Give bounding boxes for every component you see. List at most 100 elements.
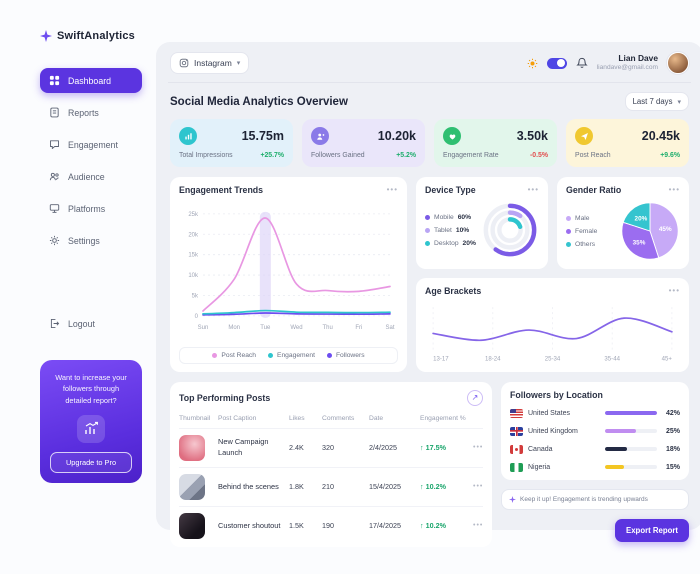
date-range-select[interactable]: Last 7 days ▾ (624, 92, 689, 111)
location-name: United Kingdom (528, 427, 578, 435)
svg-text:10k: 10k (188, 273, 199, 279)
post-engagement: ↑ 10.2% (420, 482, 446, 492)
uk-flag-icon (510, 426, 523, 436)
page-header: Social Media Analytics Overview Last 7 d… (168, 83, 691, 119)
avatar[interactable] (667, 52, 689, 74)
notifications-button[interactable] (576, 57, 588, 69)
more-options-button[interactable]: ••• (668, 185, 680, 194)
svg-text:Sat: Sat (385, 325, 394, 331)
report-document-icon (49, 107, 60, 118)
legend-item-mobile: Mobile 60% (425, 214, 476, 221)
sidebar-item-reports[interactable]: Reports (40, 100, 142, 125)
legend-item-desktop: Desktop 20% (425, 240, 476, 247)
post-thumbnail (179, 512, 205, 539)
sidebar-nav: Dashboard Reports Engagement Audience Pl… (40, 68, 142, 253)
svg-text:0: 0 (195, 314, 199, 320)
svg-text:25k: 25k (188, 212, 199, 218)
location-name: Canada (528, 445, 553, 453)
legend-item-engagement: Engagement (268, 352, 315, 359)
device-type-donut-chart (483, 203, 537, 257)
people-icon (49, 171, 60, 182)
sidebar-item-label: Audience (68, 171, 105, 182)
location-bar-fill (605, 465, 624, 470)
stat-label: Followers Gained (311, 152, 365, 159)
card-title: Top Performing Posts (179, 392, 271, 403)
stat-value: 3.50k (516, 129, 548, 143)
stat-cards: 15.75m Total Impressions +25.7% 10.20k F… (168, 119, 691, 167)
stat-card-engagement-rate: 3.50k Engagement Rate -0.5% (434, 119, 557, 167)
stat-label: Post Reach (575, 152, 611, 159)
svg-text:35-44: 35-44 (604, 357, 620, 363)
export-report-button[interactable]: Export Report (615, 518, 689, 542)
legend-dot (566, 215, 571, 221)
row-more-options-button[interactable]: ••• (473, 483, 484, 491)
device-legend: Mobile 60% Tablet 10% Desktop 20% (425, 214, 476, 247)
svg-text:45%: 45% (659, 226, 672, 233)
dashboard-icon (49, 75, 60, 86)
location-name: United States (528, 409, 571, 417)
stat-card-post-reach: 20.45k Post Reach +9.6% (566, 119, 689, 167)
legend-item-followers: Followers (326, 352, 365, 359)
stat-card-total-impressions: 15.75m Total Impressions +25.7% (170, 119, 293, 167)
stat-card-followers-gained: 10.20k Followers Gained +5.2% (302, 119, 425, 167)
svg-text:Sun: Sun (198, 325, 209, 331)
sidebar-item-engagement[interactable]: Engagement (40, 132, 142, 157)
device-type-card: Device Type ••• Mobile 60% Tablet 10% Desk… (416, 177, 548, 269)
location-percent: 25% (665, 427, 680, 435)
chart-legend: Post Reach Engagement Followers (179, 346, 398, 364)
more-options-button[interactable]: ••• (668, 286, 680, 295)
legend-item-female: Female (566, 228, 597, 235)
post-likes: 1.8K (289, 482, 304, 492)
gear-icon (49, 235, 60, 246)
table-row: Behind the scenes 1.8K 210 15/4/2025 ↑ 1… (179, 466, 484, 500)
gender-legend: Male Female Others (566, 215, 597, 248)
insight-note-text: Keep it up! Engagement is trending upwar… (520, 495, 648, 503)
legend-dot (268, 352, 273, 358)
engagement-trends-chart: 0 5k 10k 15k 20k 25k Sun Mon Tue Wed Thu Fri Sat (188, 211, 395, 331)
svg-text:25-34: 25-34 (545, 357, 561, 363)
svg-text:35%: 35% (633, 239, 646, 246)
sidebar-item-label: Engagement (68, 139, 118, 150)
open-report-button[interactable]: ↗ (467, 389, 483, 406)
row-more-options-button[interactable]: ••• (473, 444, 484, 452)
sidebar-item-platforms[interactable]: Platforms (40, 196, 142, 221)
svg-text:13-17: 13-17 (433, 357, 449, 363)
location-row: United States 42% (510, 408, 680, 418)
more-options-button[interactable]: ••• (386, 185, 398, 194)
post-date: 17/4/2025 (369, 521, 401, 531)
gender-ratio-pie-chart: 45% 35% 20% (621, 202, 679, 260)
stat-delta: +9.6% (660, 152, 680, 159)
post-engagement: ↑ 10.2% (420, 521, 446, 531)
engagement-trends-card: Engagement Trends ••• 0 5k 10k 15k 20k 25k Sun… (170, 177, 407, 372)
stat-label: Total Impressions (179, 152, 233, 159)
location-percent: 18% (665, 445, 680, 453)
upgrade-promo-card: Want to increase your followers through … (40, 360, 142, 484)
post-caption: Customer shoutout (218, 520, 281, 530)
platform-select[interactable]: Instagram ▾ (170, 52, 250, 74)
legend-dot (326, 352, 332, 358)
location-row: United Kingdom 25% (510, 426, 680, 436)
bar-chart-icon (179, 127, 197, 145)
chevron-down-icon: ▾ (677, 98, 681, 106)
upgrade-pro-button[interactable]: Upgrade to Pro (50, 452, 132, 474)
legend-dot (425, 240, 430, 246)
monitor-icon (49, 203, 60, 214)
user-info: Lian Dave liandave@gmail.com (597, 53, 658, 72)
sidebar-item-settings[interactable]: Settings (40, 228, 142, 253)
sidebar-item-label: Settings (68, 235, 100, 246)
post-comments: 320 (322, 443, 334, 453)
row-more-options-button[interactable]: ••• (473, 522, 484, 530)
more-options-button[interactable]: ••• (527, 185, 539, 194)
stat-delta: +5.2% (396, 152, 416, 159)
page-title: Social Media Analytics Overview (170, 95, 348, 108)
svg-text:5k: 5k (192, 293, 199, 299)
sparkle-icon (509, 495, 516, 503)
platform-select-value: Instagram (194, 58, 232, 68)
logout-button[interactable]: Logout (40, 311, 142, 336)
theme-toggle[interactable] (546, 57, 567, 69)
sidebar-item-dashboard[interactable]: Dashboard (40, 68, 142, 93)
heart-icon (443, 127, 461, 145)
svg-text:20%: 20% (635, 216, 648, 223)
sidebar-item-audience[interactable]: Audience (40, 164, 142, 189)
svg-text:18-24: 18-24 (485, 357, 501, 363)
